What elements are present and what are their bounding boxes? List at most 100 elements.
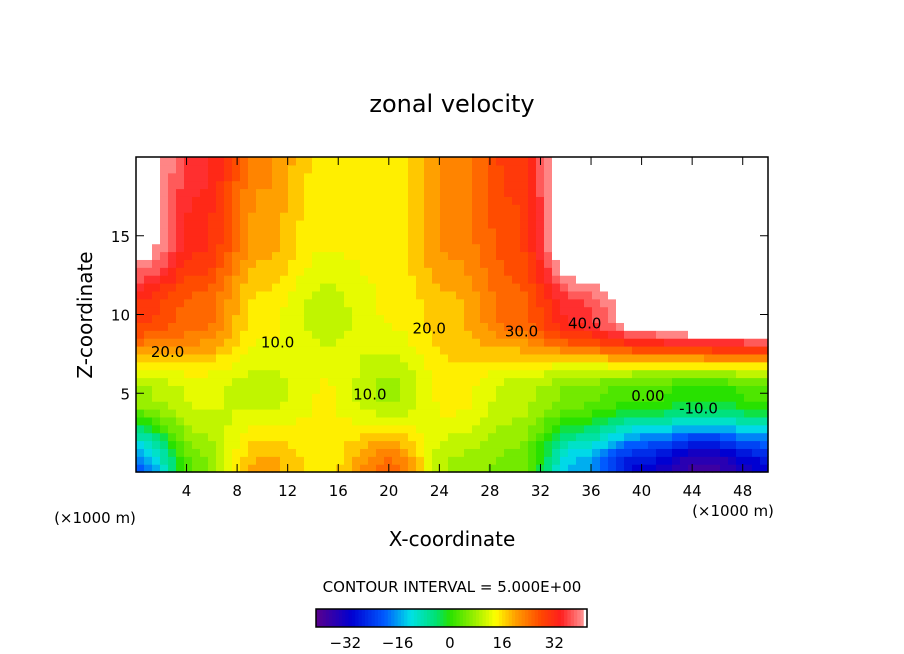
field-cell [720,385,729,394]
field-cell [280,220,289,229]
field-cell [504,298,513,308]
field-cell [488,377,497,386]
field-cell [544,290,553,300]
field-cell [208,235,217,245]
field-cell [760,267,769,276]
field-cell [136,346,145,355]
field-cell [592,314,601,323]
field-cell [144,306,153,316]
field-cell [320,393,329,402]
field-cell [496,416,505,426]
field-cell [648,314,657,323]
field-cell [704,416,713,426]
field-cell [360,432,369,442]
field-cell [288,298,297,308]
field-cell [760,306,769,316]
field-cell [152,385,161,394]
field-cell [704,290,713,300]
field-cell [240,353,249,363]
field-cell [360,235,369,245]
colorbar-swatch [573,609,578,627]
field-cell [760,338,769,347]
field-cell [752,361,761,371]
field-cell [168,196,177,205]
field-cell [664,401,673,410]
field-cell [312,409,321,418]
field-cell [192,338,201,347]
field-cell [512,432,521,442]
field-cell [632,369,641,379]
field-cell [528,243,537,253]
field-cell [248,409,257,418]
field-cell [296,164,305,174]
field-cell [264,180,273,190]
field-cell [640,369,649,379]
field-cell [416,424,425,434]
field-cell [168,416,177,426]
field-cell [200,385,209,394]
field-cell [256,440,265,449]
field-cell [256,306,265,316]
field-cell [264,172,273,182]
field-cell [504,275,513,284]
field-cell [272,377,281,386]
field-cell [456,227,465,237]
field-cell [488,172,497,182]
field-cell [744,188,753,197]
field-cell [280,259,289,268]
field-cell [664,172,673,182]
field-cell [688,298,697,308]
field-cell [472,314,481,323]
field-cell [616,409,625,418]
field-cell [432,259,441,268]
field-cell [624,440,633,449]
field-cell [480,290,489,300]
field-cell [480,409,489,418]
field-cell [264,369,273,379]
field-cell [480,464,489,473]
field-cell [392,464,401,473]
field-cell [368,330,377,339]
field-cell [448,456,457,465]
field-cell [416,322,425,331]
field-cell [512,424,521,434]
field-cell [320,275,329,284]
field-cell [728,157,737,166]
field-cell [520,314,529,323]
field-cell [504,290,513,300]
field-cell [648,322,657,331]
field-cell [488,251,497,260]
field-cell [160,448,169,457]
field-cell [680,314,689,323]
field-cell [192,314,201,323]
field-cell [568,424,577,434]
field-cell [640,283,649,292]
field-cell [192,361,201,371]
field-cell [544,188,553,197]
field-cell [240,251,249,260]
field-cell [360,377,369,386]
field-cell [144,172,153,182]
field-cell [472,306,481,316]
colorbar-swatch [515,609,519,627]
field-cell [584,283,593,292]
field-cell [248,220,257,229]
field-cell [648,401,657,410]
field-cell [360,448,369,457]
field-cell [368,306,377,316]
field-cell [520,416,529,426]
field-cell [552,346,561,355]
field-cell [488,440,497,449]
field-cell [336,409,345,418]
field-cell [352,259,361,268]
field-cell [216,346,225,355]
field-cell [368,212,377,221]
field-cell [408,235,417,245]
field-cell [368,432,377,442]
field-cell [360,306,369,316]
field-cell [680,188,689,197]
field-cell [240,180,249,190]
field-cell [656,267,665,276]
field-cell [344,283,353,292]
colorbar-swatch [472,609,477,627]
